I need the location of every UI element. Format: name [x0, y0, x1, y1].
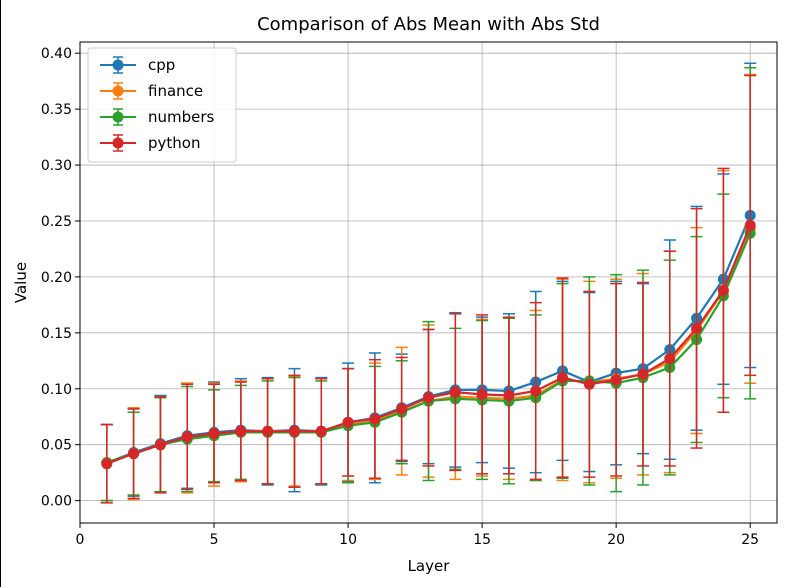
y-tick-label: 0.35 [41, 102, 72, 118]
x-tick-label: 0 [76, 532, 85, 548]
data-point [530, 385, 542, 397]
ticks: 0 5 10 15 20 25 0.00 0.05 0.10 0.15 0.20 0.25 0.30 0.… [41, 46, 759, 548]
data-point [154, 439, 166, 451]
legend-item-python: python [100, 134, 200, 152]
data-point [476, 388, 488, 400]
legend-box [87, 47, 237, 163]
legend-label: cpp [148, 56, 175, 74]
data-point [557, 372, 569, 384]
y-tick-label: 0.00 [41, 494, 72, 510]
y-tick-label: 0.40 [41, 46, 72, 62]
legend-item-cpp: cpp [100, 56, 175, 74]
y-tick-label: 0.15 [41, 326, 72, 342]
legend-label: numbers [148, 108, 215, 126]
plot-area-frame [79, 41, 778, 524]
data-point [583, 378, 595, 390]
data-point [691, 322, 703, 334]
data-point [664, 353, 676, 365]
data-point [235, 425, 247, 437]
x-tick-label: 10 [339, 532, 357, 548]
x-tick-label: 25 [741, 532, 759, 548]
x-axis-label: Layer [408, 557, 451, 575]
series-layer [100, 62, 757, 504]
data-point [342, 416, 354, 428]
legend-item-finance: finance [100, 82, 203, 100]
data-point [315, 425, 327, 437]
y-axis-label: Value [12, 262, 30, 303]
x-tick-label: 20 [607, 532, 625, 548]
data-point [288, 425, 300, 437]
legend-label: python [148, 134, 200, 152]
y-tick-label: 0.30 [41, 158, 72, 174]
data-point [637, 368, 649, 380]
data-point [208, 428, 220, 440]
data-point [369, 413, 381, 425]
series-python [100, 74, 757, 504]
data-point [396, 403, 408, 415]
legend-marker [112, 137, 124, 149]
y-tick-label: 0.20 [41, 270, 72, 286]
data-point [128, 448, 140, 460]
data-point [262, 425, 274, 437]
x-tick-label: 5 [210, 532, 219, 548]
y-tick-label: 0.05 [41, 438, 72, 454]
data-point [610, 374, 622, 386]
data-point [717, 284, 729, 296]
data-point [744, 219, 756, 231]
data-point [101, 458, 113, 470]
legend-label: finance [148, 82, 203, 100]
legend-marker [112, 111, 124, 123]
chart-title: Comparison of Abs Mean with Abs Std [257, 14, 600, 35]
legend: cpp finance numbers python [87, 47, 237, 163]
data-point [181, 431, 193, 443]
y-tick-label: 0.25 [41, 214, 72, 230]
data-point [503, 389, 515, 401]
x-tick-label: 15 [473, 532, 491, 548]
y-tick-label: 0.10 [41, 382, 72, 398]
data-point [423, 392, 434, 404]
legend-marker [112, 59, 124, 71]
data-point [449, 386, 461, 398]
legend-marker [112, 85, 124, 97]
legend-item-numbers: numbers [100, 108, 215, 126]
